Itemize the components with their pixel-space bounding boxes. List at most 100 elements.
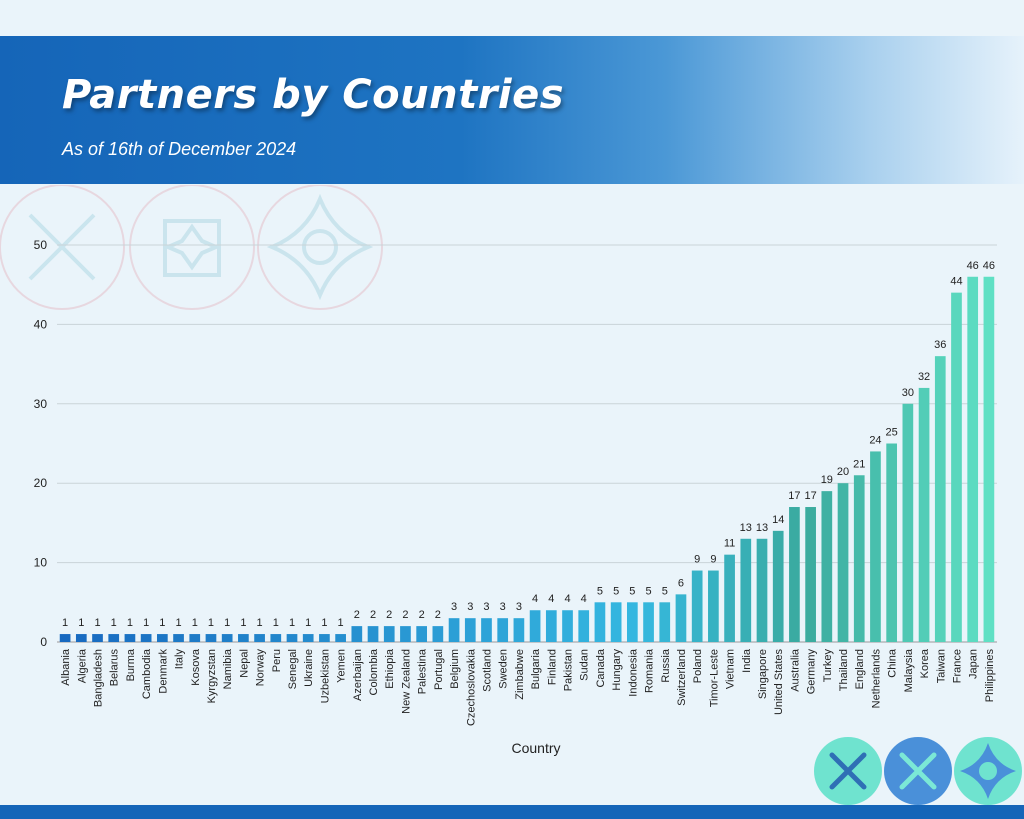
- data-label: 1: [208, 617, 214, 629]
- bar: [173, 634, 184, 642]
- y-tick-label: 20: [34, 476, 48, 490]
- faded-emblem-icons: [0, 185, 383, 310]
- bar: [75, 634, 87, 642]
- data-label: 46: [967, 260, 979, 272]
- bar: [481, 618, 492, 642]
- data-label: 5: [613, 585, 619, 597]
- bar: [351, 626, 363, 642]
- data-label: 13: [756, 522, 768, 534]
- bar: [92, 634, 103, 642]
- data-label: 1: [62, 617, 68, 629]
- bar: [254, 634, 265, 642]
- bar: [432, 626, 444, 642]
- data-label: 1: [273, 617, 279, 629]
- y-tick-label: 50: [34, 238, 48, 252]
- x-tick-label: Nepal: [238, 649, 250, 678]
- x-tick-label: Yemen: [336, 649, 348, 683]
- x-tick-label: Senegal: [287, 649, 299, 689]
- x-tick-label: Turkey: [822, 649, 834, 683]
- y-tick-label: 0: [40, 635, 47, 649]
- x-tick-label: Pakistan: [563, 649, 575, 691]
- data-label: 9: [694, 554, 700, 566]
- data-label: 5: [629, 585, 635, 597]
- data-label: 17: [804, 490, 816, 502]
- data-label: 11: [724, 538, 735, 550]
- header-banner: [0, 36, 1024, 184]
- x-tick-label: Philippines: [984, 649, 996, 703]
- bar: [383, 626, 395, 642]
- bar: [853, 475, 865, 642]
- x-tick-label: Indonesia: [627, 648, 639, 697]
- x-tick-label: Switzerland: [676, 649, 688, 706]
- top-strip: [0, 0, 1024, 36]
- data-label: 1: [159, 617, 165, 629]
- x-tick-label: Azerbaijan: [352, 649, 364, 701]
- x-tick-label: Romania: [644, 648, 656, 693]
- x-tick-label: Timor-Leste: [708, 649, 720, 707]
- bar: [140, 634, 152, 642]
- x-tick-label: Netherlands: [870, 649, 882, 709]
- data-label: 17: [788, 490, 800, 502]
- data-label: 4: [564, 593, 570, 605]
- bar: [886, 443, 898, 642]
- bar: [610, 602, 622, 642]
- x-tick-label: Finland: [546, 649, 558, 685]
- bar: [513, 618, 525, 642]
- x-tick-label: Palestina: [417, 648, 429, 694]
- x-tick-label: Singapore: [757, 649, 769, 699]
- bar: [724, 554, 735, 642]
- data-label: 2: [402, 609, 408, 621]
- x-tick-label: Japan: [968, 649, 980, 679]
- data-label: 4: [532, 593, 538, 605]
- bar: [708, 570, 719, 642]
- bar: [772, 530, 784, 642]
- data-label: 1: [192, 617, 198, 629]
- x-tick-label: Zimbabwe: [514, 649, 526, 700]
- bar: [335, 634, 346, 642]
- bar: [578, 610, 590, 642]
- page-subtitle: As of 16th of December 2024: [62, 139, 297, 159]
- bar: [124, 634, 136, 642]
- bar: [626, 602, 638, 642]
- x-tick-label: Kosova: [190, 648, 202, 686]
- x-tick-label: Vietnam: [725, 649, 737, 689]
- data-label: 30: [902, 387, 914, 399]
- bar: [659, 602, 671, 642]
- data-label: 3: [483, 601, 489, 613]
- x-tick-label: Australia: [789, 648, 801, 692]
- x-tick-label: China: [887, 648, 899, 678]
- bar: [983, 276, 995, 642]
- data-label: 1: [305, 617, 311, 629]
- bar: [448, 618, 460, 642]
- data-label: 1: [224, 617, 230, 629]
- data-label: 2: [354, 609, 360, 621]
- data-label: 32: [918, 371, 930, 383]
- x-tick-label: Peru: [271, 649, 283, 672]
- bar: [270, 634, 282, 642]
- data-label: 46: [983, 260, 995, 272]
- data-label: 1: [78, 617, 84, 629]
- bar: [870, 451, 881, 642]
- x-tick-label: Ethiopia: [384, 648, 396, 689]
- data-label: 19: [821, 474, 833, 486]
- x-tick-label: Scotland: [481, 649, 493, 692]
- data-label: 1: [94, 617, 100, 629]
- data-label: 6: [678, 577, 684, 589]
- data-label: 1: [111, 617, 117, 629]
- data-label: 1: [143, 617, 149, 629]
- bar: [740, 538, 752, 642]
- x-tick-label: Burma: [125, 648, 137, 681]
- data-label: 24: [869, 434, 881, 446]
- data-label: 21: [853, 458, 865, 470]
- x-tick-label: Belgium: [449, 649, 461, 689]
- x-tick-label: Czechoslovakia: [465, 648, 477, 726]
- x-tick-label: New Zealand: [400, 649, 412, 714]
- x-tick-label: Bulgaria: [530, 648, 542, 689]
- x-tick-label: Norway: [255, 649, 267, 687]
- data-label: 2: [435, 609, 441, 621]
- x-tick-label: United States: [773, 649, 785, 716]
- bar: [902, 403, 914, 642]
- bar: [643, 602, 654, 642]
- data-label: 44: [950, 276, 962, 288]
- bar: [497, 618, 509, 642]
